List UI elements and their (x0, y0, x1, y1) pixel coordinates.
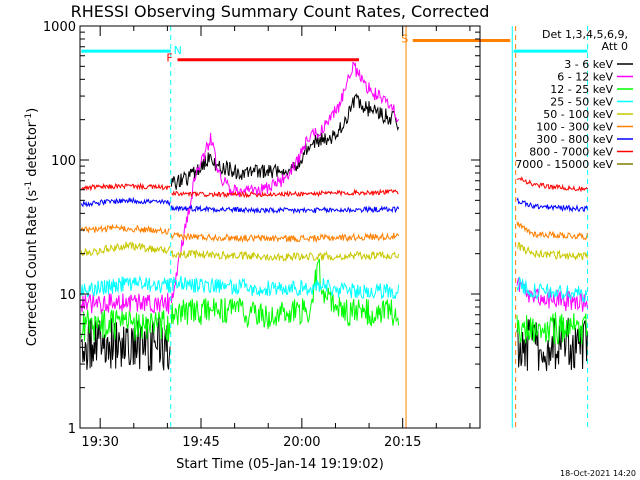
chart-title: RHESSI Observing Summary Count Rates, Co… (71, 2, 490, 21)
x-tick-label-0: 19:30 (81, 435, 118, 450)
series-line-1-1 (170, 61, 400, 304)
x-tick-label-2: 20:00 (283, 435, 320, 450)
series-line-3-1 (170, 275, 400, 300)
legend-label-4: 50 - 100 keV (543, 108, 613, 121)
state-label-N: N (174, 44, 182, 57)
legend-header-line2: Att 0 (602, 40, 628, 53)
series-line-7-1 (171, 188, 399, 199)
series-line-0-2 (516, 317, 588, 371)
y-tick-label-2: 100 (51, 154, 76, 169)
legend-label-8: 7000 - 15000 keV (515, 158, 613, 171)
legend-label-6: 300 - 800 keV (536, 133, 613, 146)
series-line-3-2 (516, 276, 588, 303)
series-line-7-2 (516, 176, 588, 193)
legend-label-2: 12 - 25 keV (550, 83, 613, 96)
legend-header-line1: Det 1,3,4,5,6,9, (542, 28, 628, 41)
series-line-1-2 (516, 277, 588, 312)
series-line-6-1 (170, 204, 400, 215)
state-label-S: S (401, 32, 408, 45)
series-line-7-0 (80, 182, 171, 192)
legend-label-5: 100 - 300 keV (536, 121, 613, 134)
series-line-5-2 (516, 221, 588, 241)
series-line-5-1 (170, 231, 400, 244)
series-line-3-0 (80, 275, 171, 298)
series-line-6-0 (80, 196, 171, 208)
series-line-4-1 (170, 249, 400, 262)
series-line-6-2 (516, 197, 588, 213)
legend-label-0: 3 - 6 keV (564, 58, 613, 71)
series-line-4-2 (517, 242, 588, 261)
y-axis-label: Corrected Count Rate (s-1 detector-1) (24, 108, 40, 346)
y-tick-label-3: 1000 (43, 20, 76, 35)
x-axis-label: Start Time (05-Jan-14 19:19:02) (176, 457, 384, 472)
x-tick-label-3: 20:15 (384, 435, 421, 450)
footer-timestamp: 18-Oct-2021 14:20 (560, 469, 636, 478)
series-line-2-0 (80, 309, 171, 342)
plot-frame (79, 25, 481, 429)
state-label-F: F (166, 52, 172, 65)
x-tick-label-1: 19:45 (182, 435, 219, 450)
series-line-0-0 (80, 316, 171, 372)
series-line-5-0 (80, 223, 171, 235)
y-tick-label-1: 10 (59, 288, 76, 303)
legend-label-1: 6 - 12 keV (557, 71, 613, 84)
series-line-0-1 (170, 92, 400, 190)
series-line-1-0 (80, 292, 171, 315)
legend-label-3: 25 - 50 keV (550, 96, 613, 109)
series-line-2-1 (170, 258, 400, 330)
series-line-4-0 (80, 241, 171, 257)
y-tick-label-0: 1 (68, 422, 76, 437)
series-line-2-2 (516, 312, 588, 345)
legend-label-7: 800 - 7000 keV (529, 146, 613, 159)
